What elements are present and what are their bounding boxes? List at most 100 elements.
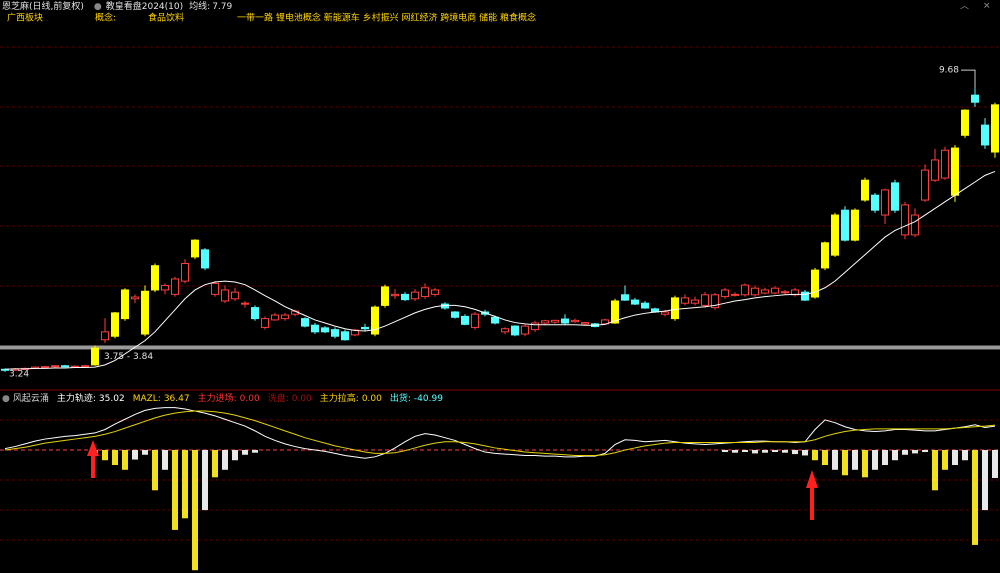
histogram-bar	[822, 449, 828, 466]
histogram-bar	[232, 449, 238, 461]
histogram-bar	[792, 449, 798, 455]
signal-arrow	[806, 470, 818, 520]
indicator-panel	[0, 407, 1000, 571]
legend-value: 0.00	[362, 394, 382, 404]
histogram-bar	[912, 449, 918, 454]
candle-body	[701, 294, 709, 306]
histogram-bar	[222, 449, 228, 470]
candle-body	[301, 318, 309, 327]
candle-body	[841, 209, 849, 241]
candle-body	[871, 194, 879, 211]
legend-value: -40.99	[414, 394, 443, 404]
candle-body	[361, 326, 369, 330]
candle-body	[321, 327, 329, 333]
grid	[0, 46, 1000, 541]
candle-body	[401, 293, 409, 301]
candle-body	[201, 249, 209, 269]
legend-label: 主力拉高:	[320, 392, 359, 404]
histogram-bar	[962, 449, 968, 461]
candle-body	[141, 290, 149, 335]
histogram-bar	[132, 449, 138, 460]
candle-body	[951, 147, 959, 196]
histogram-bar	[862, 449, 868, 478]
histogram-bar	[122, 449, 128, 470]
candle-body	[741, 284, 749, 296]
histogram-bar	[162, 449, 168, 470]
histogram-bar	[922, 449, 928, 453]
candle-body	[181, 263, 189, 282]
candle-body	[531, 322, 539, 331]
candle-body	[171, 278, 179, 295]
candle-body	[671, 297, 679, 320]
high-leader	[961, 69, 976, 89]
stock-name: 恩芝麻(日线,前复权)	[2, 0, 84, 12]
histogram-bar	[872, 449, 878, 470]
signal-arrow	[87, 440, 99, 478]
candle-body	[911, 214, 919, 236]
candle-body	[851, 209, 859, 241]
candle-body	[191, 239, 199, 258]
candle-body	[131, 296, 139, 300]
candle-body	[821, 242, 829, 269]
candle-body	[721, 289, 729, 298]
candle-body	[981, 124, 989, 146]
histogram-bar	[932, 449, 938, 491]
candle-body	[811, 269, 819, 298]
candle-body	[331, 329, 339, 337]
candle-body	[771, 287, 779, 294]
histogram-bar	[992, 449, 998, 478]
candle-body	[471, 313, 479, 328]
candle-body	[261, 318, 269, 328]
candle-body	[661, 311, 669, 315]
close-icon[interactable]: ✕	[983, 2, 991, 12]
candle-body	[681, 297, 689, 304]
candle-body	[801, 291, 809, 301]
candle-body	[991, 104, 999, 153]
legend-label: 洗盘:	[268, 392, 289, 404]
histogram-bar	[762, 449, 768, 453]
histogram-bar	[782, 449, 788, 453]
candle-body	[761, 289, 769, 294]
histogram-bar	[212, 449, 218, 478]
ma-label: 均线:	[189, 0, 210, 12]
candle-body	[551, 319, 559, 323]
candle-body	[881, 189, 889, 216]
histogram-bar	[112, 449, 118, 466]
candle-body	[391, 293, 399, 297]
candle-body	[61, 365, 69, 368]
candle-body	[561, 318, 569, 324]
candle-body	[511, 325, 519, 336]
candle-body	[501, 328, 509, 333]
histogram-bar	[802, 449, 808, 456]
candle-body	[221, 289, 229, 302]
candle-body	[731, 293, 739, 296]
industry: 食品饮料	[148, 12, 184, 24]
candle-body	[571, 319, 579, 323]
candle-body	[341, 331, 349, 341]
histogram-bar	[202, 449, 208, 511]
legend-label: 出货:	[390, 392, 411, 404]
legend-label: 主力轨迹:	[57, 392, 96, 404]
dot: ●	[2, 394, 10, 404]
concepts: 一带一路 锂电池概念 新能源车 乡村振兴 网红经济 跨境电商 储能 粮食概念	[237, 12, 536, 24]
histogram-bar	[832, 449, 838, 470]
legend-value: 35.02	[99, 394, 125, 404]
ma-line	[4, 170, 996, 370]
candle-body	[411, 291, 419, 300]
histogram-bar	[252, 449, 258, 453]
candle-body	[581, 322, 589, 325]
candle-body	[491, 316, 499, 324]
ma-value: 7.79	[212, 2, 232, 12]
candle-body	[641, 302, 649, 309]
candle-body	[241, 302, 249, 305]
candle-body	[371, 306, 379, 335]
candle-body	[231, 291, 239, 300]
legend-label: 主力进场:	[198, 392, 237, 404]
candle-body	[271, 314, 279, 321]
price-panel: 3.75 - 3.84 9.68 3.24	[0, 66, 1000, 379]
collapse-icon[interactable]: ︿	[960, 2, 969, 12]
candle-body	[151, 265, 159, 291]
concept-label: 概念:	[95, 12, 116, 24]
candle-body	[431, 289, 439, 295]
